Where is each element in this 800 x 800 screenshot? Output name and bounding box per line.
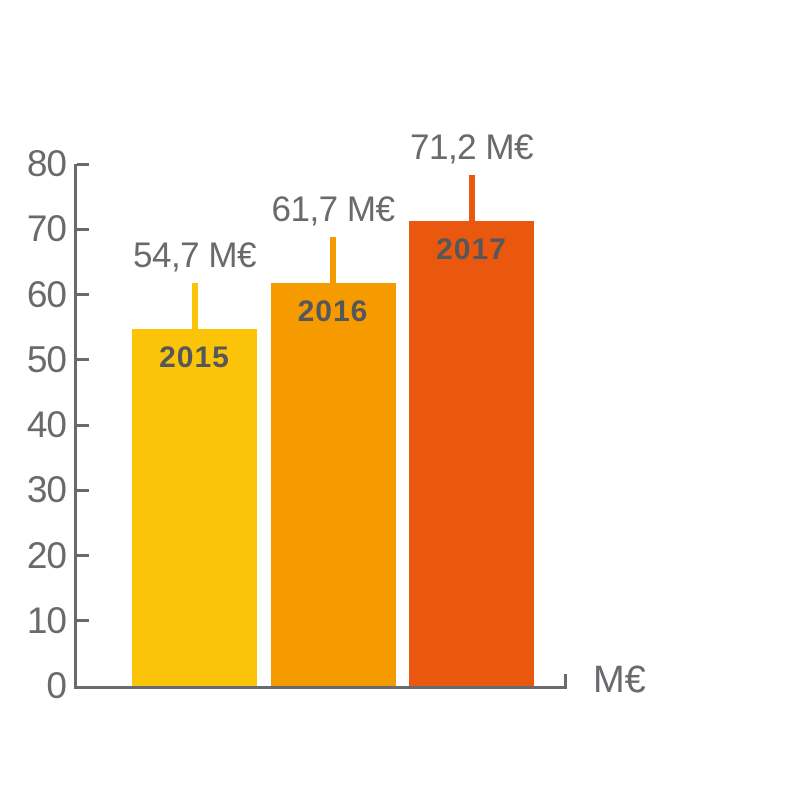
y-axis-tick-20 — [77, 554, 89, 557]
value-pointer-2015 — [191, 283, 198, 330]
x-axis — [74, 686, 567, 689]
category-label-2016: 2016 — [297, 295, 369, 329]
value-label-2015: 54,7 M€ — [133, 236, 256, 276]
y-axis-label-40: 40 — [26, 404, 67, 445]
y-axis-tick-30 — [77, 488, 89, 492]
y-axis-tick-60 — [77, 293, 89, 296]
y-axis-tick-70 — [77, 227, 89, 231]
y-axis — [74, 164, 77, 689]
y-axis-label-70: 70 — [26, 208, 67, 250]
y-axis-tick-40 — [77, 423, 89, 427]
value-pointer-2016 — [330, 237, 336, 284]
bar-2015 — [132, 329, 257, 686]
bar-2017 — [409, 221, 534, 686]
y-axis-label-80: 80 — [26, 143, 67, 184]
value-label-2016: 61,7 M€ — [271, 190, 395, 230]
category-label-2015: 2015 — [159, 341, 230, 375]
y-axis-tick-50 — [77, 358, 89, 362]
y-axis-label-50: 50 — [26, 338, 67, 380]
value-label-2017: 71,2 M€ — [410, 128, 533, 168]
y-axis-label-30: 30 — [26, 469, 67, 511]
y-axis-tick-10 — [77, 619, 89, 623]
y-axis-label-0: 0 — [46, 665, 67, 706]
y-axis-tick-80 — [77, 162, 89, 166]
x-axis-end-tick — [564, 674, 567, 689]
bar-2016 — [270, 283, 396, 686]
value-pointer-2017 — [468, 175, 475, 222]
y-axis-label-60: 60 — [26, 273, 67, 315]
x-axis-unit-label: M€ — [593, 659, 646, 701]
category-label-2017: 2017 — [436, 233, 507, 267]
y-axis-label-20: 20 — [26, 534, 67, 576]
y-axis-label-10: 10 — [26, 599, 67, 641]
